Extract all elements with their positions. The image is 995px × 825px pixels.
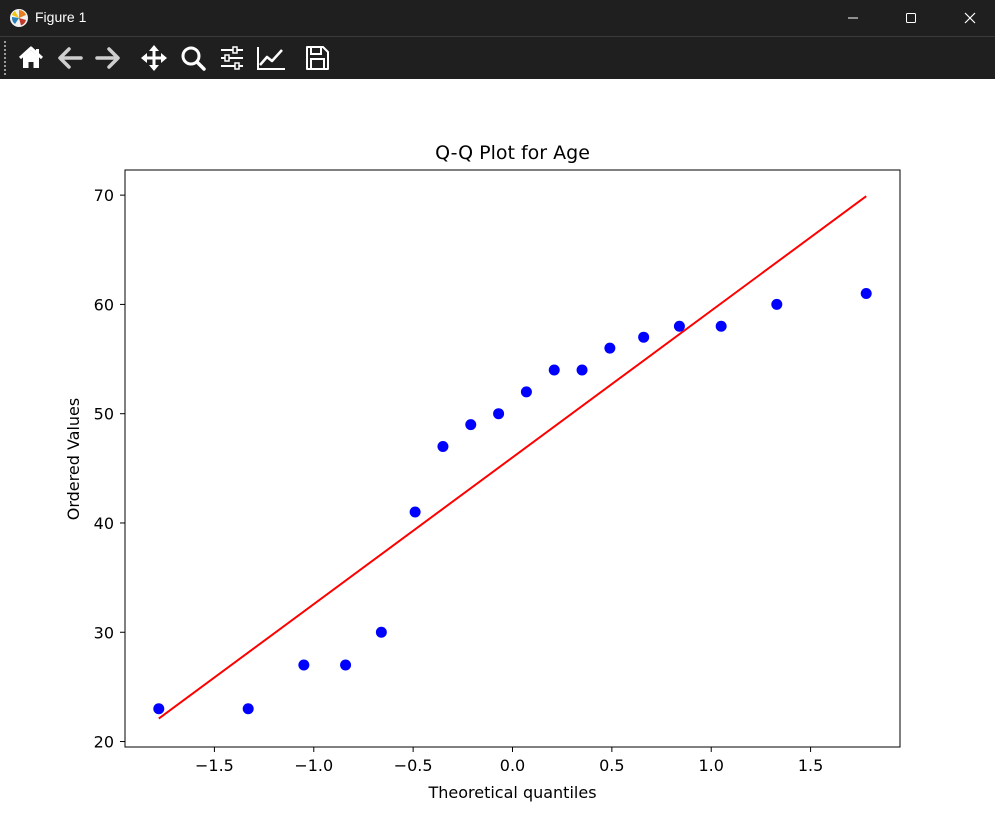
back-arrow-icon bbox=[58, 47, 83, 69]
data-point bbox=[465, 419, 477, 431]
data-point bbox=[298, 659, 310, 671]
pan-button[interactable] bbox=[137, 41, 171, 75]
maximize-button[interactable] bbox=[888, 0, 934, 36]
zoom-magnifier-icon bbox=[181, 46, 206, 71]
data-point bbox=[604, 342, 616, 354]
configure-subplots-icon bbox=[221, 46, 243, 70]
x-axis-label: Theoretical quantiles bbox=[427, 783, 596, 802]
maximize-icon bbox=[906, 13, 916, 23]
y-axis: 20 30 40 50 60 70 bbox=[94, 186, 125, 752]
data-point bbox=[242, 703, 254, 715]
x-tick-label: −1.0 bbox=[294, 756, 333, 775]
data-point bbox=[638, 331, 650, 343]
x-tick-label: 0.5 bbox=[599, 756, 624, 775]
x-tick-label: 1.0 bbox=[698, 756, 723, 775]
forward-button[interactable] bbox=[91, 41, 125, 75]
data-point bbox=[153, 703, 165, 715]
zoom-button[interactable] bbox=[176, 41, 210, 75]
window-titlebar: Figure 1 bbox=[0, 0, 995, 36]
edit-axis-icon bbox=[257, 47, 285, 70]
close-button[interactable] bbox=[947, 0, 993, 36]
qq-plot-chart: Q-Q Plot for Age −1.5 −1.0 −0.5 0.0 0.5 1.0 1.… bbox=[64, 142, 901, 802]
data-point bbox=[576, 364, 588, 376]
matplotlib-logo-icon bbox=[10, 9, 28, 27]
y-tick-label: 60 bbox=[94, 295, 114, 314]
minimize-button[interactable] bbox=[830, 0, 876, 36]
home-button[interactable] bbox=[14, 41, 48, 75]
x-tick-label: −1.5 bbox=[195, 756, 234, 775]
y-axis-label: Ordered Values bbox=[64, 398, 83, 520]
data-point bbox=[375, 626, 387, 638]
window-title: Figure 1 bbox=[35, 9, 87, 25]
pan-move-icon bbox=[141, 45, 167, 71]
data-point bbox=[673, 320, 685, 332]
back-button[interactable] bbox=[53, 41, 87, 75]
navigation-toolbar bbox=[0, 36, 995, 79]
home-icon bbox=[18, 46, 44, 68]
save-button[interactable] bbox=[300, 41, 334, 75]
figure-canvas: Q-Q Plot for Age −1.5 −1.0 −0.5 0.0 0.5 1.0 1.… bbox=[0, 79, 995, 821]
data-point bbox=[548, 364, 560, 376]
y-tick-label: 50 bbox=[94, 405, 114, 424]
close-icon bbox=[964, 12, 976, 24]
data-point bbox=[860, 287, 872, 299]
forward-arrow-icon bbox=[95, 47, 120, 69]
minimize-icon bbox=[848, 17, 858, 19]
x-tick-label: −0.5 bbox=[394, 756, 433, 775]
chart-title: Q-Q Plot for Age bbox=[435, 142, 590, 164]
save-floppy-icon bbox=[306, 46, 329, 70]
y-tick-label: 40 bbox=[94, 514, 114, 533]
data-point bbox=[340, 659, 352, 671]
plot-area bbox=[153, 195, 872, 720]
data-point bbox=[409, 506, 421, 518]
configure-subplots-button[interactable] bbox=[215, 41, 249, 75]
y-tick-label: 20 bbox=[94, 733, 114, 752]
x-tick-label: 1.5 bbox=[798, 756, 823, 775]
edit-axis-button[interactable] bbox=[254, 41, 288, 75]
toolbar-grip[interactable] bbox=[4, 41, 6, 75]
data-point bbox=[493, 408, 505, 420]
data-point bbox=[715, 320, 727, 332]
data-point bbox=[771, 298, 783, 310]
data-point bbox=[520, 386, 532, 398]
reference-fit-line bbox=[158, 195, 867, 720]
x-tick-label: 0.0 bbox=[500, 756, 525, 775]
y-tick-label: 70 bbox=[94, 186, 114, 205]
data-point bbox=[437, 440, 449, 452]
x-axis: −1.5 −1.0 −0.5 0.0 0.5 1.0 1.5 bbox=[195, 747, 823, 775]
y-tick-label: 30 bbox=[94, 623, 114, 642]
